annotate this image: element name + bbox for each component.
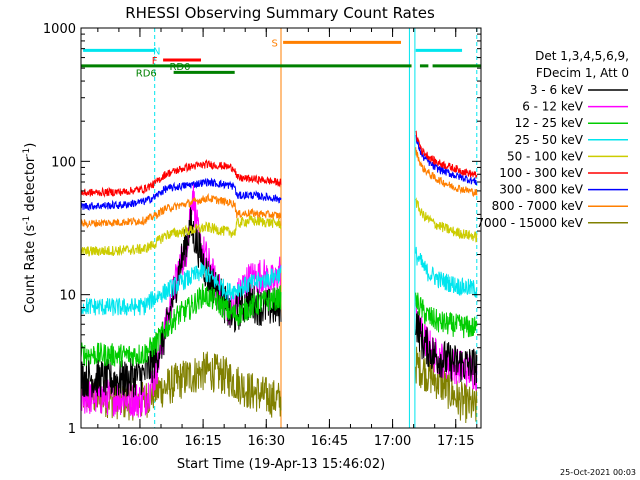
legend-entry-label: 12 - 25 keV <box>515 116 584 130</box>
series-line-2 <box>80 207 478 398</box>
legend-entries: 3 - 6 keV 6 - 12 keV 12 - 25 keV 25 - 50 ke… <box>476 83 628 230</box>
legend-entry-label: 6 - 12 keV <box>522 100 584 114</box>
x-tick-label: 16:15 <box>184 434 221 449</box>
series-line-3 <box>80 283 478 368</box>
plot-area: NF RD0 RD6 S <box>80 28 481 428</box>
flag-label-n: N <box>153 46 160 57</box>
legend-entry-label: 25 - 50 keV <box>515 133 584 147</box>
y-axis-label-exponent-2: -1 <box>22 148 32 157</box>
legend-entry-label: 800 - 7000 keV <box>492 199 584 213</box>
legend-entry-label: 300 - 800 keV <box>499 183 583 197</box>
y-tick-label: 100 <box>51 155 76 170</box>
flag-label-rd0: RD0 <box>169 62 190 73</box>
y-axis-label-exponent-1: -1 <box>22 216 32 225</box>
y-axis-label: Count Rate (s-1 detector-1) <box>22 143 38 314</box>
x-axis-label: Start Time (19-Apr-13 15:46:02) <box>177 457 385 472</box>
legend-entry-label: 100 - 300 keV <box>499 166 583 180</box>
legend-entry-label: 50 - 100 keV <box>507 149 584 163</box>
legend-entry-label: 7000 - 15000 keV <box>476 216 583 230</box>
series-line-5 <box>80 197 478 257</box>
y-tick-label: 1000 <box>43 22 76 37</box>
series-line-4 <box>80 246 478 316</box>
y-tick-label: 1 <box>68 422 76 437</box>
x-tick-label: 16:00 <box>121 434 158 449</box>
x-tick-label: 16:45 <box>311 434 348 449</box>
chart-title: RHESSI Observing Summary Count Rates <box>125 4 435 22</box>
y-tick-label: 10 <box>59 289 76 304</box>
y-axis-label-main: Count Rate (s <box>23 225 38 314</box>
y-axis-label-middle: detector <box>23 156 38 216</box>
legend-entry-label: 3 - 6 keV <box>530 83 584 97</box>
generation-timestamp: 25-Oct-2021 00:03 <box>560 468 636 477</box>
y-axis: 1 10 100 1000 <box>43 22 481 437</box>
x-tick-label: 16:30 <box>248 434 285 449</box>
flag-label-rd6: RD6 <box>136 68 157 79</box>
series-line-7 <box>80 135 478 211</box>
legend-header-decimation: FDecim 1, Att 0 <box>536 66 629 80</box>
flag-label-f: F <box>152 56 158 67</box>
x-tick-label: 17:00 <box>374 434 411 449</box>
x-tick-label: 17:15 <box>437 434 474 449</box>
legend: Det 1,3,4,5,6,9, FDecim 1, Att 0 3 - 6 k… <box>476 49 629 230</box>
plot-frame <box>80 27 482 429</box>
series-line-6 <box>80 147 478 229</box>
x-axis: 16:00 16:15 16:30 16:45 17:00 17:15 <box>97 28 478 449</box>
series-line-8 <box>80 130 478 198</box>
y-axis-label-end: ) <box>23 143 38 148</box>
flag-label-s: S <box>272 38 278 49</box>
legend-header-detectors: Det 1,3,4,5,6,9, <box>535 49 629 63</box>
